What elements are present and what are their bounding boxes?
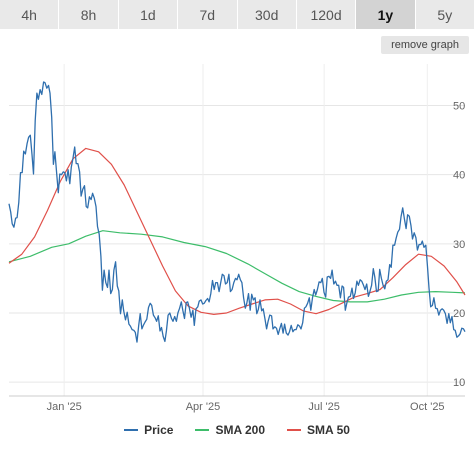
legend-item-sma-50[interactable]: SMA 50 <box>287 423 350 437</box>
tab-30d[interactable]: 30d <box>237 0 297 29</box>
x-tick-label: Jul '25 <box>308 401 339 413</box>
x-tick-label: Jan '25 <box>47 401 82 413</box>
tab-4h[interactable]: 4h <box>0 0 60 29</box>
legend-item-sma-200[interactable]: SMA 200 <box>195 423 265 437</box>
legend-label-sma-50: SMA 50 <box>307 423 350 437</box>
y-tick-label: 50 <box>453 101 465 113</box>
legend-swatch-sma-200 <box>195 429 210 431</box>
series-line-price <box>8 81 466 343</box>
series-line-sma-200 <box>8 230 466 303</box>
x-tick-label: Oct '25 <box>410 401 445 413</box>
tab-7d[interactable]: 7d <box>178 0 238 29</box>
y-tick-label: 40 <box>453 170 465 182</box>
legend-label-sma-200: SMA 200 <box>215 423 266 437</box>
legend-swatch-price <box>124 429 139 431</box>
legend-item-price[interactable]: Price <box>124 423 173 437</box>
tab-8h[interactable]: 8h <box>59 0 119 29</box>
grid <box>9 64 465 397</box>
tab-5y[interactable]: 5y <box>415 0 474 29</box>
y-tick-label: 10 <box>453 377 465 389</box>
series-lines <box>8 81 466 343</box>
y-tick-label: 30 <box>453 239 465 251</box>
timeframe-tabs: 4h 8h 1d 7d 30d 120d 1y 5y <box>0 0 474 29</box>
axis-labels: 10 20 30 40 50 Jan '25 Apr '25 Jul '25 Oct '25 <box>47 101 466 414</box>
remove-graph-button[interactable]: remove graph <box>381 36 469 54</box>
x-tick-label: Apr '25 <box>186 401 221 413</box>
y-tick-label: 20 <box>453 308 465 320</box>
legend-swatch-sma-50 <box>287 429 302 431</box>
series-line-sma-50 <box>8 147 466 315</box>
tab-120d[interactable]: 120d <box>296 0 357 29</box>
tab-1d[interactable]: 1d <box>118 0 179 29</box>
legend: Price SMA 200 SMA 50 <box>0 420 474 440</box>
tab-1y[interactable]: 1y <box>356 0 416 29</box>
price-chart: 10 20 30 40 50 Jan '25 Apr '25 Jul '25 Oct '25 <box>8 64 466 414</box>
legend-label-price: Price <box>144 423 174 437</box>
